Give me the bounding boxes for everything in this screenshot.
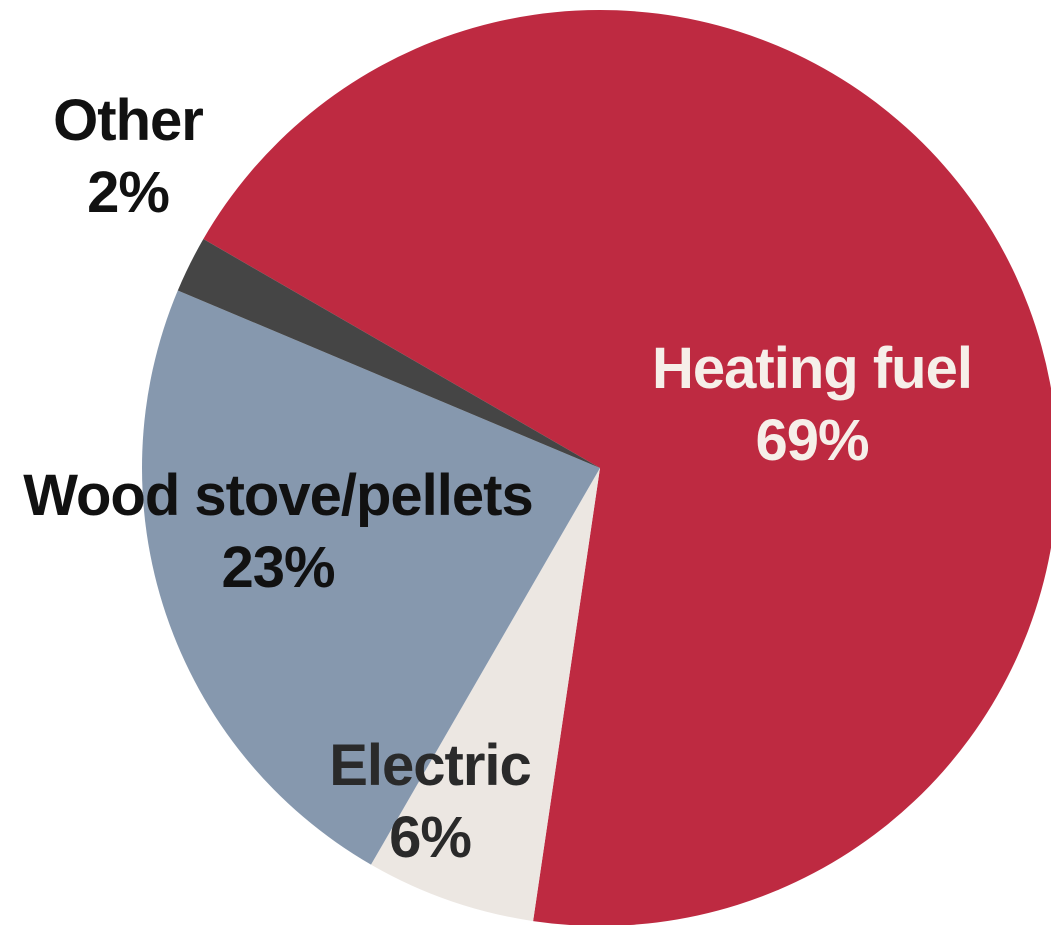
slice-label-electric: Electric: [329, 733, 531, 798]
slice-label-wood-stove-pellets: Wood stove/pellets: [23, 463, 532, 528]
pie-slice-electric: [371, 468, 600, 922]
pie-slice-wood-stove-pellets: [141, 290, 600, 865]
slice-label-other: Other: [53, 88, 203, 153]
pie-slice-other: [177, 239, 600, 468]
slice-label-heating-fuel: Heating fuel: [652, 336, 972, 401]
slice-value-heating-fuel: 69%: [755, 408, 869, 473]
slice-value-electric: 6%: [389, 805, 471, 870]
slice-value-other: 2%: [87, 160, 169, 225]
pie-slices: [141, 10, 1051, 925]
slice-value-wood-stove-pellets: 23%: [221, 535, 335, 600]
pie-labels: Heating fuel 69% Electric 6% Wood stove/pell…: [23, 88, 973, 870]
pie-slice-heating-fuel: [203, 10, 1051, 925]
